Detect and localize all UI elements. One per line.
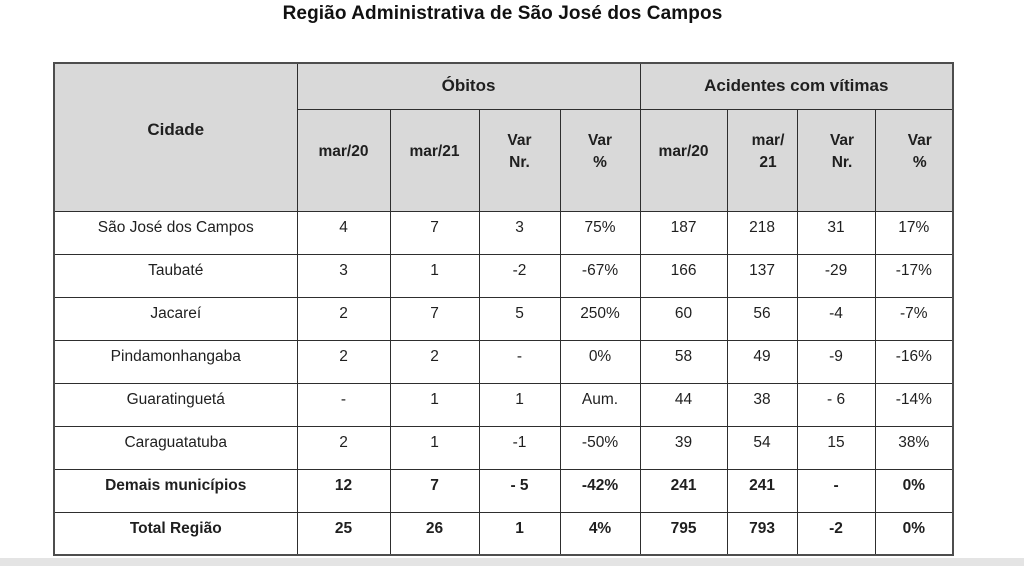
city-cell: Total Região	[53, 511, 298, 556]
subheader-acidentes-mar21: mar/ 21	[726, 108, 798, 212]
value-cell: 0%	[559, 339, 641, 384]
value-cell: -67%	[559, 253, 641, 298]
value-cell: 75%	[559, 210, 641, 255]
value-cell: 0%	[874, 511, 954, 556]
value-cell: 1	[389, 425, 480, 470]
value-cell: -2	[478, 253, 561, 298]
value-cell: 58	[639, 339, 728, 384]
value-cell: -	[796, 468, 876, 513]
value-cell: 26	[389, 511, 480, 556]
city-cell: Caraguatatuba	[53, 425, 298, 470]
table-row-totals-regiao: Total Região 25 26 1 4% 795 793 -2 0%	[53, 511, 954, 556]
table-row: Pindamonhangaba 2 2 - 0% 58 49 -9 -16%	[53, 339, 954, 384]
column-group-acidentes: Acidentes com vítimas	[639, 62, 954, 110]
value-cell: 7	[389, 468, 480, 513]
value-cell: 17%	[874, 210, 954, 255]
stats-table: Cidade Óbitos Acidentes com vítimas mar/…	[53, 62, 955, 556]
value-cell: 15	[796, 425, 876, 470]
value-cell: 2	[389, 339, 480, 384]
value-cell: 3	[296, 253, 391, 298]
value-cell: 7	[389, 296, 480, 341]
table-row: São José dos Campos 4 7 3 75% 187 218 31…	[53, 210, 954, 255]
value-cell: 4%	[559, 511, 641, 556]
value-cell: 49	[726, 339, 798, 384]
value-cell: 7	[389, 210, 480, 255]
value-cell: 38%	[874, 425, 954, 470]
value-cell: 2	[296, 339, 391, 384]
value-cell: -1	[478, 425, 561, 470]
value-cell: 795	[639, 511, 728, 556]
subheader-acidentes-var-pct: Var %	[874, 108, 954, 212]
city-cell: Jacareí	[53, 296, 298, 341]
value-cell: -9	[796, 339, 876, 384]
value-cell: 1	[389, 253, 480, 298]
value-cell: -2	[796, 511, 876, 556]
value-cell: 0%	[874, 468, 954, 513]
value-cell: 1	[478, 382, 561, 427]
subheader-obitos-var-nr: Var Nr.	[478, 108, 561, 212]
value-cell: 1	[389, 382, 480, 427]
value-cell: 25	[296, 511, 391, 556]
page-edge-strip	[0, 558, 1024, 566]
value-cell: -	[296, 382, 391, 427]
value-cell: 2	[296, 296, 391, 341]
value-cell: 12	[296, 468, 391, 513]
subheader-acidentes-var-nr: Var Nr.	[796, 108, 876, 212]
value-cell: - 6	[796, 382, 876, 427]
value-cell: 54	[726, 425, 798, 470]
value-cell: 60	[639, 296, 728, 341]
value-cell: -14%	[874, 382, 954, 427]
value-cell: 56	[726, 296, 798, 341]
value-cell: Aum.	[559, 382, 641, 427]
value-cell: 1	[478, 511, 561, 556]
value-cell: 241	[726, 468, 798, 513]
column-group-obitos: Óbitos	[296, 62, 641, 110]
value-cell: -50%	[559, 425, 641, 470]
subheader-obitos-var-pct: Var %	[559, 108, 641, 212]
table-row: Caraguatatuba 2 1 -1 -50% 39 54 15 38%	[53, 425, 954, 470]
header-sub-row: mar/20 mar/21 Var Nr. Var % mar/20 mar/ …	[54, 108, 954, 212]
column-header-cidade: Cidade	[53, 62, 298, 212]
table-row-totals-demais: Demais municípios 12 7 - 5 -42% 241 241 …	[53, 468, 954, 513]
city-cell: Demais municípios	[53, 468, 298, 513]
city-cell: São José dos Campos	[53, 210, 298, 255]
value-cell: 241	[639, 468, 728, 513]
table-row: Guaratinguetá - 1 1 Aum. 44 38 - 6 -14%	[53, 382, 954, 427]
value-cell: -4	[796, 296, 876, 341]
subheader-obitos-mar21: mar/21	[389, 108, 480, 212]
value-cell: -17%	[874, 253, 954, 298]
value-cell: 218	[726, 210, 798, 255]
value-cell: -7%	[874, 296, 954, 341]
subheader-acidentes-mar20: mar/20	[639, 108, 728, 212]
value-cell: - 5	[478, 468, 561, 513]
value-cell: 793	[726, 511, 798, 556]
value-cell: 5	[478, 296, 561, 341]
value-cell: 250%	[559, 296, 641, 341]
value-cell: 166	[639, 253, 728, 298]
value-cell: 2	[296, 425, 391, 470]
value-cell: -42%	[559, 468, 641, 513]
page-title: Região Administrativa de São José dos Ca…	[282, 3, 723, 24]
value-cell: -16%	[874, 339, 954, 384]
value-cell: 137	[726, 253, 798, 298]
subheader-obitos-mar20: mar/20	[296, 108, 391, 212]
city-cell: Pindamonhangaba	[53, 339, 298, 384]
value-cell: 3	[478, 210, 561, 255]
city-cell: Guaratinguetá	[53, 382, 298, 427]
value-cell: 44	[639, 382, 728, 427]
value-cell: 38	[726, 382, 798, 427]
header-group-row: Cidade Óbitos Acidentes com vítimas	[53, 62, 954, 212]
city-cell: Taubaté	[53, 253, 298, 298]
value-cell: -29	[796, 253, 876, 298]
value-cell: 31	[796, 210, 876, 255]
value-cell: 187	[639, 210, 728, 255]
value-cell: 39	[639, 425, 728, 470]
value-cell: 4	[296, 210, 391, 255]
table-row: Taubaté 3 1 -2 -67% 166 137 -29 -17%	[53, 253, 954, 298]
table-row: Jacareí 2 7 5 250% 60 56 -4 -7%	[53, 296, 954, 341]
value-cell: -	[478, 339, 561, 384]
